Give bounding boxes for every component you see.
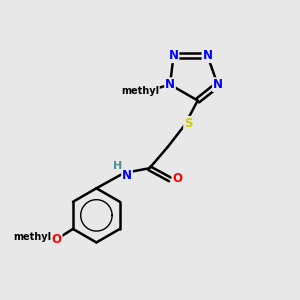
Text: O: O	[52, 233, 62, 246]
Text: N: N	[169, 49, 178, 62]
Text: H: H	[113, 161, 122, 172]
Text: N: N	[213, 78, 223, 91]
Text: methyl: methyl	[121, 86, 159, 96]
Text: O: O	[172, 172, 182, 185]
Text: N: N	[122, 169, 132, 182]
Text: S: S	[184, 117, 193, 130]
Text: methyl: methyl	[13, 232, 51, 242]
Text: N: N	[165, 78, 175, 91]
Text: N: N	[202, 49, 212, 62]
